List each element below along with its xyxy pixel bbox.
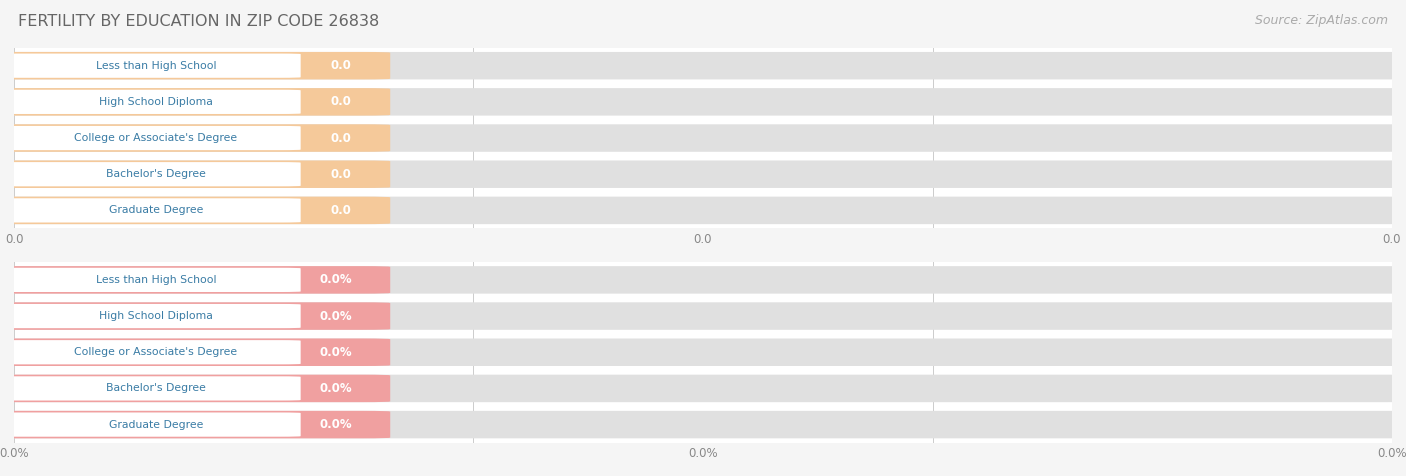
Text: 0.0: 0.0 <box>330 131 352 145</box>
FancyBboxPatch shape <box>0 52 1406 79</box>
Bar <box>14 84 1392 120</box>
FancyBboxPatch shape <box>0 266 1406 294</box>
FancyBboxPatch shape <box>0 54 301 78</box>
FancyBboxPatch shape <box>0 338 391 366</box>
Bar <box>14 156 1392 192</box>
Text: 0.0: 0.0 <box>330 95 352 109</box>
Bar <box>14 370 1392 407</box>
FancyBboxPatch shape <box>0 413 301 436</box>
Text: Bachelor's Degree: Bachelor's Degree <box>105 169 205 179</box>
Text: FERTILITY BY EDUCATION IN ZIP CODE 26838: FERTILITY BY EDUCATION IN ZIP CODE 26838 <box>18 14 380 30</box>
Bar <box>14 407 1392 443</box>
FancyBboxPatch shape <box>0 162 301 186</box>
Text: Less than High School: Less than High School <box>96 60 217 71</box>
Text: 0.0%: 0.0% <box>319 346 352 359</box>
FancyBboxPatch shape <box>0 268 301 292</box>
Text: High School Diploma: High School Diploma <box>98 97 212 107</box>
Text: 0.0%: 0.0% <box>319 273 352 287</box>
Bar <box>14 120 1392 156</box>
Text: Graduate Degree: Graduate Degree <box>108 419 204 430</box>
FancyBboxPatch shape <box>0 160 391 188</box>
Text: Bachelor's Degree: Bachelor's Degree <box>105 383 205 394</box>
Text: 0.0%: 0.0% <box>319 382 352 395</box>
FancyBboxPatch shape <box>0 126 301 150</box>
FancyBboxPatch shape <box>0 375 391 402</box>
FancyBboxPatch shape <box>0 198 301 222</box>
FancyBboxPatch shape <box>0 124 391 152</box>
FancyBboxPatch shape <box>0 160 1406 188</box>
Text: 0.0: 0.0 <box>330 59 352 72</box>
FancyBboxPatch shape <box>0 302 1406 330</box>
Text: Less than High School: Less than High School <box>96 275 217 285</box>
FancyBboxPatch shape <box>0 302 391 330</box>
Text: 0.0%: 0.0% <box>319 309 352 323</box>
FancyBboxPatch shape <box>0 375 1406 402</box>
FancyBboxPatch shape <box>0 124 1406 152</box>
FancyBboxPatch shape <box>0 411 391 438</box>
Text: High School Diploma: High School Diploma <box>98 311 212 321</box>
FancyBboxPatch shape <box>0 197 1406 224</box>
FancyBboxPatch shape <box>0 340 301 364</box>
Text: 0.0: 0.0 <box>330 168 352 181</box>
Bar <box>14 192 1392 228</box>
FancyBboxPatch shape <box>0 90 301 114</box>
FancyBboxPatch shape <box>0 377 301 400</box>
Text: Graduate Degree: Graduate Degree <box>108 205 204 216</box>
Text: Source: ZipAtlas.com: Source: ZipAtlas.com <box>1254 14 1388 27</box>
Bar <box>14 298 1392 334</box>
Text: College or Associate's Degree: College or Associate's Degree <box>75 133 238 143</box>
FancyBboxPatch shape <box>0 52 391 79</box>
FancyBboxPatch shape <box>0 197 391 224</box>
FancyBboxPatch shape <box>0 338 1406 366</box>
FancyBboxPatch shape <box>0 88 391 116</box>
Text: College or Associate's Degree: College or Associate's Degree <box>75 347 238 357</box>
FancyBboxPatch shape <box>0 304 301 328</box>
FancyBboxPatch shape <box>0 411 1406 438</box>
Bar <box>14 48 1392 84</box>
Text: 0.0%: 0.0% <box>319 418 352 431</box>
Bar <box>14 262 1392 298</box>
FancyBboxPatch shape <box>0 88 1406 116</box>
Text: 0.0: 0.0 <box>330 204 352 217</box>
Bar <box>14 334 1392 370</box>
FancyBboxPatch shape <box>0 266 391 294</box>
